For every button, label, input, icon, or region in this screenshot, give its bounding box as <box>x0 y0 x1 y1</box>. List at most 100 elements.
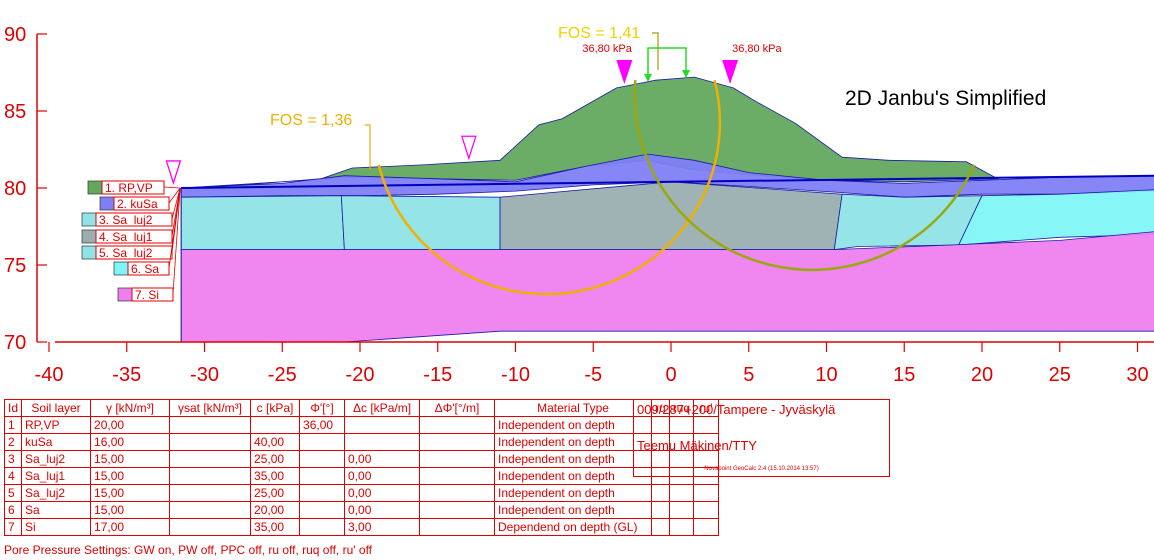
y-tick-label: 80 <box>4 178 26 200</box>
table-cell <box>419 501 496 519</box>
x-tick-label: 20 <box>971 364 993 386</box>
soil-layer-4 <box>499 181 843 251</box>
project-name: 009/287+200/Tampere - Jyväskylä <box>637 402 836 417</box>
legend-label-box <box>95 229 173 244</box>
table-header-cell: γsat [kN/m³] <box>169 399 252 417</box>
table-cell: 0,00 <box>344 467 421 485</box>
y-tick-label: 85 <box>4 101 26 123</box>
x-tick-label: 30 <box>1126 364 1148 386</box>
legend-label: 6. Sa <box>131 262 159 276</box>
table-cell: 6 <box>3 501 23 519</box>
table-cell: Sa_luj1 <box>21 467 92 485</box>
table-cell: 7 <box>3 518 23 536</box>
table-cell: 0,00 <box>344 501 421 519</box>
table-cell: 35,00 <box>250 467 301 485</box>
load-bracket-arrow-right <box>682 70 690 78</box>
cross-section-plot: -40 -35 -30 -25 -20 -15 -10 -5 0 5 10 15 20 25 30 70 75 8… <box>4 24 1154 386</box>
y-tick-label: 90 <box>4 24 26 46</box>
x-tick-label: -15 <box>423 364 452 386</box>
x-tick-label: 0 <box>665 364 676 386</box>
table-cell: 35,00 <box>250 518 301 536</box>
table-cell: Independent on depth <box>494 501 653 519</box>
fos-leader-2 <box>652 32 659 70</box>
legend-leader <box>163 186 181 189</box>
table-cell: Sa_luj2 <box>21 450 92 468</box>
table-cell: Independent on depth <box>494 416 653 434</box>
table-cell <box>169 450 252 468</box>
load-label-1: 36,80 kPa <box>582 43 632 55</box>
table-cell <box>693 501 720 519</box>
project-info-box: 009/287+200/Tampere - Jyväskylä Teemu Mä… <box>633 399 890 477</box>
table-cell: Si <box>21 518 92 536</box>
table-cell <box>299 501 346 519</box>
x-tick-label: -25 <box>268 364 297 386</box>
table-cell: 20,00 <box>250 501 301 519</box>
table-cell: kuSa <box>21 433 92 451</box>
water-level-marker <box>460 135 477 161</box>
legend-label: 3. Sa_luj2 <box>99 213 153 227</box>
table-cell <box>169 416 252 434</box>
legend-label-box <box>127 261 170 276</box>
soil-parameters-table: Id Soil layer γ [kN/m³] γsat [kN/m³] c [kPa]… <box>3 399 720 536</box>
table-cell: 3,00 <box>344 518 421 536</box>
table-cell: 0,00 <box>344 450 421 468</box>
table-cell: 15,00 <box>90 484 171 502</box>
pore-pressure-settings: Pore Pressure Settings: GW on, PW off, P… <box>4 543 373 557</box>
table-cell <box>344 416 421 434</box>
legend-leader <box>172 187 181 295</box>
legend-leader <box>171 187 181 220</box>
table-cell: 15,00 <box>90 450 171 468</box>
legend-label-box <box>101 180 165 195</box>
x-tick-label: 5 <box>743 364 754 386</box>
table-cell <box>651 518 670 536</box>
table-cell <box>169 518 252 536</box>
table-header-cell: Material Type <box>494 399 653 417</box>
table-cell: Independent on depth <box>494 433 653 451</box>
legend-label: 5. Sa_luj2 <box>99 246 153 260</box>
table-cell <box>344 433 421 451</box>
table-cell: 16,00 <box>90 433 171 451</box>
table-header-cell: c [kPa] <box>250 399 301 417</box>
table-cell: Independent on depth <box>494 450 653 468</box>
x-tick-label: -35 <box>112 364 141 386</box>
load-label-2: 36,80 kPa <box>732 43 782 55</box>
table-header-cell: γ [kN/m³] <box>90 399 171 417</box>
table-cell: RP,VP <box>21 416 92 434</box>
table-cell <box>169 501 252 519</box>
legend-label-box <box>95 212 173 227</box>
table-header-cell: ΔΦ'[°/m] <box>419 399 496 417</box>
table-header-cell: Soil layer <box>21 399 92 417</box>
table-cell: 17,00 <box>90 518 171 536</box>
table-header-cell: Δc [kPa/m] <box>344 399 421 417</box>
author-name: Teemu Mäkinen/TTY <box>637 438 757 453</box>
table-cell: 25,00 <box>250 450 301 468</box>
table-cell <box>250 416 301 434</box>
table-cell <box>668 501 695 519</box>
legend-swatch <box>81 229 97 244</box>
legend-label-box <box>95 245 173 260</box>
legend-label: 2. kuSa <box>117 197 158 211</box>
table-cell <box>419 433 496 451</box>
table-cell <box>693 484 720 502</box>
x-tick-label: 15 <box>893 364 915 386</box>
table-cell: 5 <box>3 484 23 502</box>
table-header-cell: Id <box>3 399 23 417</box>
table-header-cell: Φ'[°] <box>299 399 346 417</box>
table-row: 1 RP,VP 20,00 36,00 Independent on depth <box>3 416 720 434</box>
table-cell: 0,00 <box>344 484 421 502</box>
table-cell: 25,00 <box>250 484 301 502</box>
table-cell: Independent on depth <box>494 484 653 502</box>
legend-label: 1. RP,VP <box>105 181 153 195</box>
table-cell: 20,00 <box>90 416 171 434</box>
software-version: Novapoint GeoCalc 2.4 (15.10.2014 13:57) <box>704 466 819 472</box>
table-body: 1 RP,VP 20,00 36,00 Independent on depth 2 kuS… <box>3 416 720 536</box>
table-cell <box>299 518 346 536</box>
slip-circle-1 <box>377 79 722 296</box>
table-cell: 40,00 <box>250 433 301 451</box>
legend-leader <box>168 187 181 269</box>
x-tick-label: -20 <box>346 364 375 386</box>
table-cell: Dependend on depth (GL) <box>494 518 653 536</box>
legend-swatch <box>113 261 129 276</box>
table-cell <box>169 433 252 451</box>
table-cell <box>299 467 346 485</box>
